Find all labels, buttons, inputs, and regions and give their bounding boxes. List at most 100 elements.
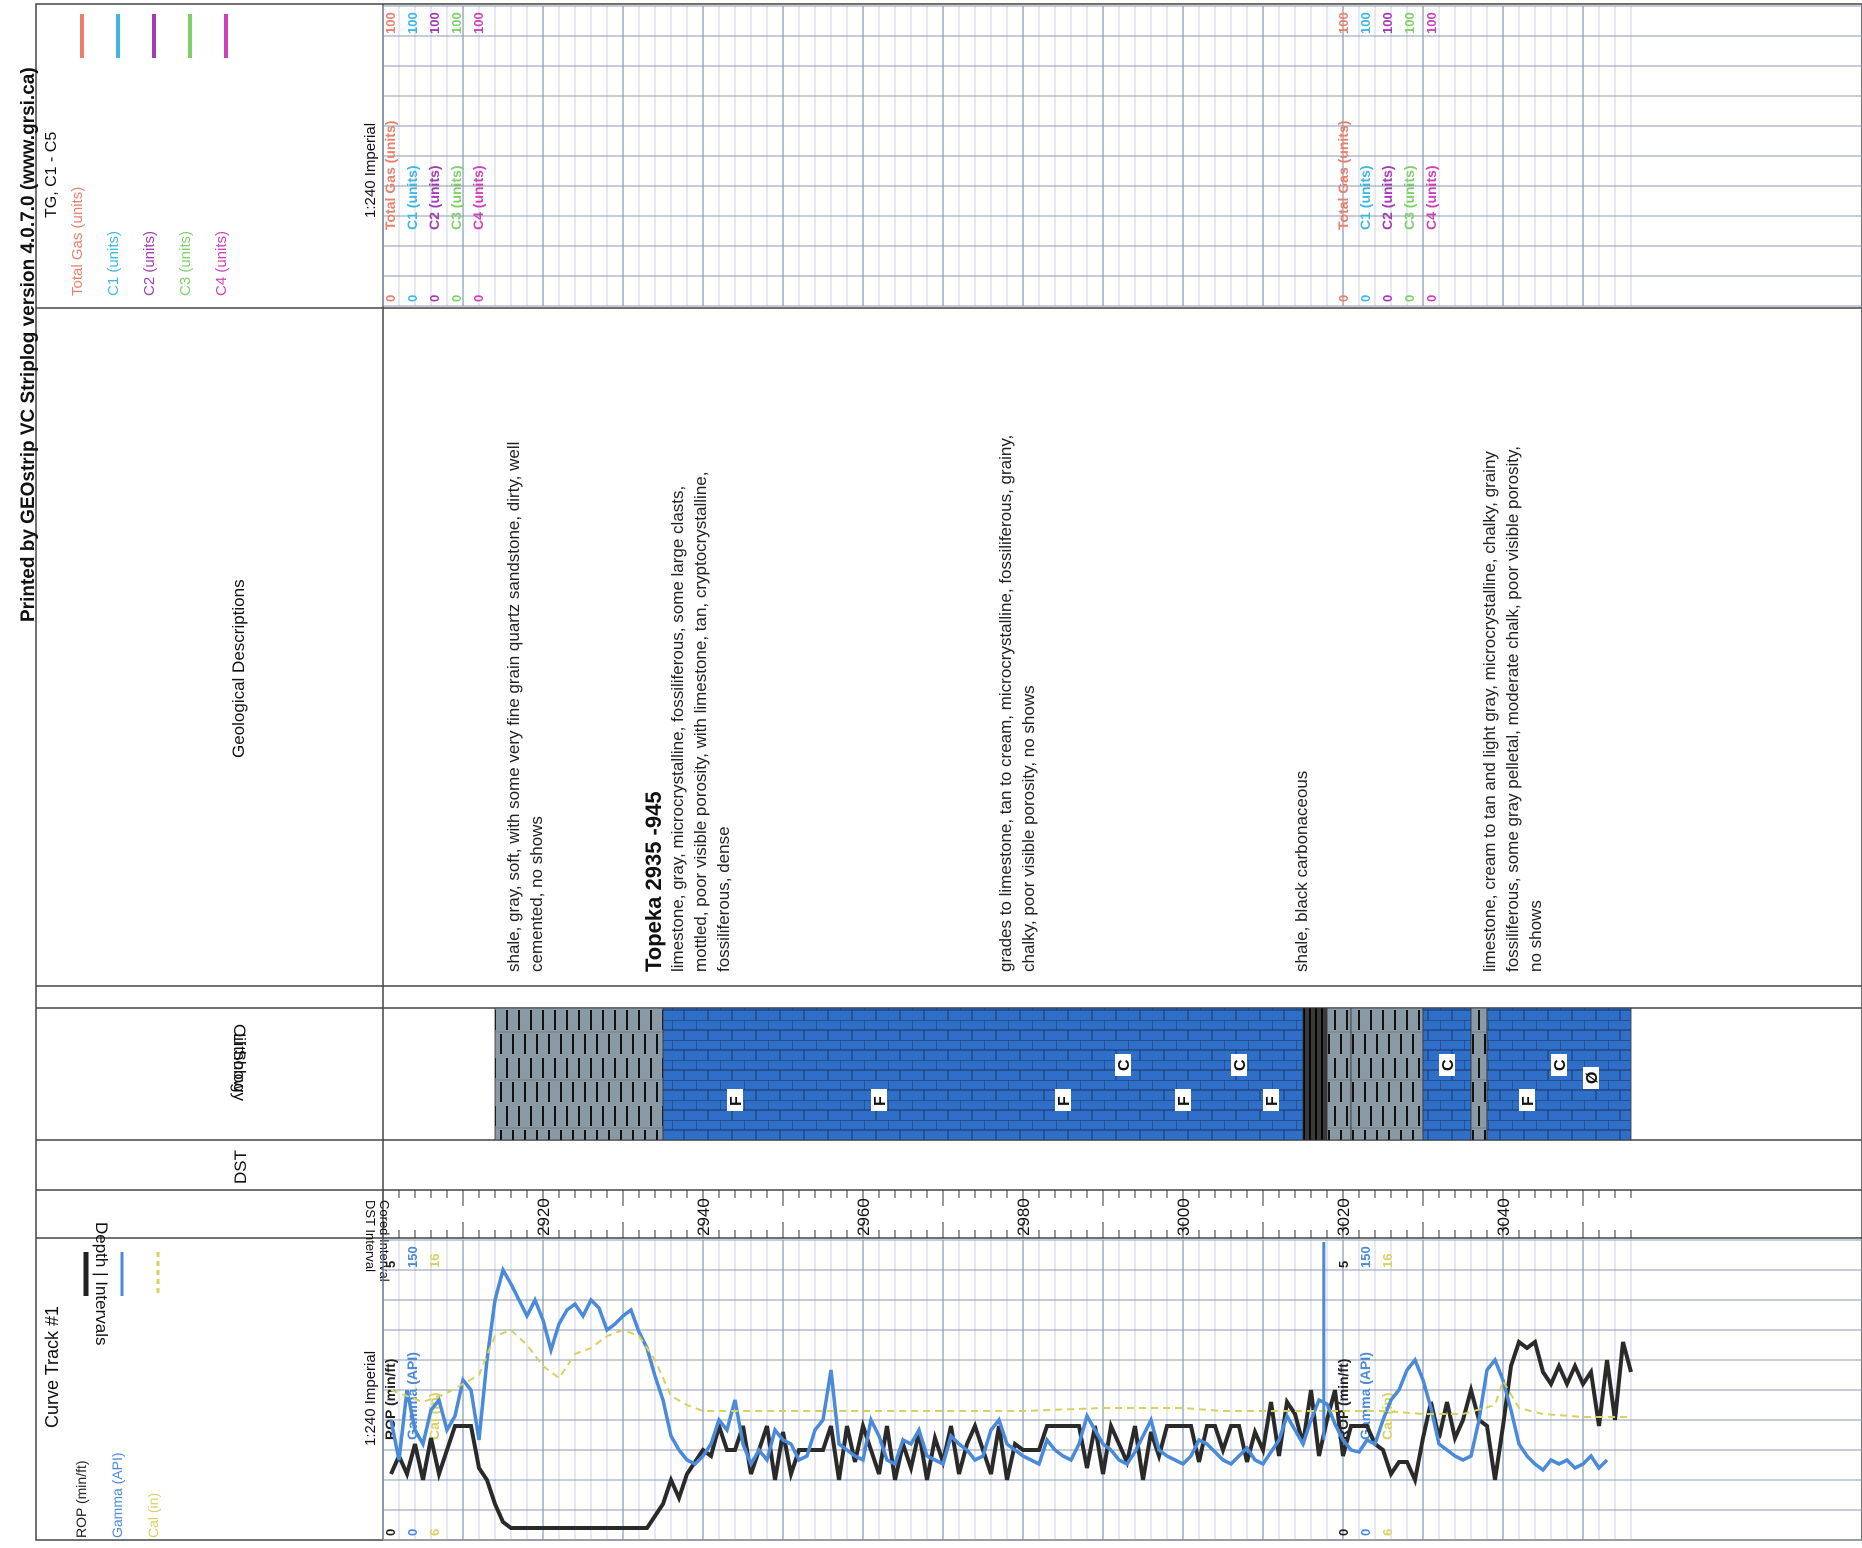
curve-scale-name: Gamma (API): [404, 1352, 420, 1440]
description-line: cemented, no shows: [527, 816, 546, 972]
description-line: limestone, gray, microcrystalline, fossi…: [668, 486, 687, 972]
gas-scale-min: 0: [1424, 295, 1439, 302]
curve-scale-max: 5: [383, 1261, 398, 1268]
depth-label: 3000: [1174, 1198, 1193, 1236]
lithology-symbol-label: F: [1264, 1096, 1281, 1106]
description-line: chalky, poor visible porosity, no shows: [1019, 685, 1038, 972]
curve-scale-min: 0: [1336, 1529, 1351, 1536]
depth-label: 2940: [694, 1198, 713, 1236]
description-line: mottled, poor visible porosity, with lim…: [691, 472, 710, 972]
lithology-symbol: F: [1519, 1089, 1537, 1111]
gas-scale-min: 0: [383, 295, 398, 302]
curve-scale-min: 6: [1380, 1529, 1395, 1536]
lithology-symbol: F: [727, 1089, 745, 1111]
gas-scale-name: C4 (units): [1423, 165, 1439, 230]
lithology-symbol: F: [1055, 1089, 1073, 1111]
depth-label: 2920: [534, 1198, 553, 1236]
gas-scale-min: 0: [471, 295, 486, 302]
gas-legend: Total Gas (units) C1 (units) C2 (units) C3 …: [69, 14, 230, 296]
lithology-header: Lithology: [230, 1033, 249, 1102]
gas-scale-max: 100: [1380, 12, 1395, 34]
cored-interval-header: Cored Interval: [377, 1200, 392, 1282]
lithology-bed: [1470, 1007, 1488, 1141]
gas-scale-max: 100: [449, 12, 464, 34]
lithology-symbol: C: [1439, 1054, 1457, 1076]
gas-scale-min: 0: [427, 295, 442, 302]
descriptions-title: Geological Descriptions: [229, 579, 248, 758]
curve-cal: [390, 1328, 1631, 1418]
lithology-symbol-label: F: [872, 1096, 889, 1106]
gas-scale-name: C2 (units): [426, 165, 442, 230]
gas-scale-max: 100: [1336, 12, 1351, 34]
gas-scale-max: 100: [427, 12, 442, 34]
gas-legend-label: C4 (units): [213, 231, 230, 296]
curve-legend-label: Gamma (API): [109, 1452, 125, 1538]
gas-scale-name: C3 (units): [448, 165, 464, 230]
curve-scale-max: 150: [405, 1246, 420, 1268]
curve-scale-name: ROP (min/ft): [382, 1359, 398, 1440]
lithology-symbol-label: C: [1440, 1059, 1457, 1071]
depth-label: 3020: [1334, 1198, 1353, 1236]
curve-track-title: Curve Track #1: [42, 1306, 62, 1428]
curve-scale-max: 16: [427, 1254, 442, 1268]
description-line: fossiliferous, some gray pelletal, moder…: [1503, 446, 1522, 972]
depth-label: 3040: [1494, 1198, 1513, 1236]
curve-scale-max: 150: [1358, 1246, 1373, 1268]
dst-interval-header: DST Interval: [363, 1200, 378, 1272]
description-line: grades to limestone, tan to cream, micro…: [996, 435, 1015, 972]
description-line: shale, gray, soft, with some very fine g…: [504, 442, 523, 972]
curve-legend-label: ROP (min/ft): [73, 1460, 89, 1538]
oil-show-header: Oil Show: [230, 1024, 249, 1093]
gas-scale-max: 100: [405, 12, 420, 34]
lithology-symbol: F: [871, 1089, 889, 1111]
curve-scale-min: 0: [405, 1529, 420, 1536]
curve-grid: [382, 1239, 1862, 1541]
curve-scale-min: 0: [383, 1529, 398, 1536]
description-line: fossiliferous, dense: [714, 826, 733, 972]
lithology-symbol-label: F: [1056, 1096, 1073, 1106]
gas-scale-name: Total Gas (units): [1335, 121, 1351, 230]
curve-scale-max: 5: [1336, 1261, 1351, 1268]
curve-scale-label: 1:240 Imperial: [362, 1351, 379, 1446]
lithology-symbol: C: [1231, 1054, 1249, 1076]
gas-scale-max: 100: [1424, 12, 1439, 34]
curve-scale-name: Gamma (API): [1357, 1352, 1373, 1440]
gas-grid: [382, 5, 1862, 307]
gas-scale-name: C4 (units): [470, 165, 486, 230]
lithology-symbol: F: [1175, 1089, 1193, 1111]
gas-scale-min: 0: [1336, 295, 1351, 302]
description-line: shale, black carbonaceous: [1292, 771, 1311, 972]
gas-scale-max: 100: [1358, 12, 1373, 34]
curve-lines: [389, 1242, 1633, 1530]
lithology-bed: [1326, 1007, 1352, 1141]
lithology-symbol-label: F: [728, 1096, 745, 1106]
frame: [35, 3, 1862, 1541]
gas-scale-max: 100: [1402, 12, 1417, 34]
curve-legend: ROP (min/ft) Gamma (API) Cal (in): [73, 1252, 161, 1538]
lithology-track: F F F C F C F C F C Ø: [494, 1007, 1632, 1141]
curve-scale-min: 6: [427, 1529, 442, 1536]
lithology-symbol: Ø: [1583, 1067, 1601, 1089]
gas-track-header: TG, C1 - C5 Total Gas (units) C1 (units) C…: [43, 14, 230, 296]
gas-scale-min: 0: [1380, 295, 1395, 302]
lithology-symbol-label: C: [1116, 1059, 1133, 1071]
lithology-bed: [1350, 1007, 1424, 1141]
lithology-symbol-label: C: [1232, 1059, 1249, 1071]
description-line: limestone, cream to tan and light gray, …: [1480, 451, 1499, 972]
lithology-symbol-label: F: [1176, 1096, 1193, 1106]
lithology-symbol: F: [1263, 1089, 1281, 1111]
curve-scale-name: Cal (in): [426, 1393, 442, 1440]
formation-top: Topeka 2935 -945: [641, 791, 666, 972]
gas-scale-min: 0: [1358, 295, 1373, 302]
printed-by: Printed by GEOstrip VC Striplog version …: [18, 67, 39, 622]
gas-track-title: TG, C1 - C5: [43, 132, 60, 218]
curve-rop: [389, 1338, 1633, 1530]
lithology-symbol-label: Ø: [1584, 1072, 1601, 1084]
descriptions-track: shale, gray, soft, with some very fine g…: [504, 435, 1545, 972]
curve-legend-label: Cal (in): [145, 1493, 161, 1538]
curve-track-header: Curve Track #1 ROP (min/ft) Gamma (API) Ca…: [42, 1252, 161, 1538]
depth-label: 2960: [854, 1198, 873, 1236]
lithology-symbol-label: F: [1520, 1096, 1537, 1106]
